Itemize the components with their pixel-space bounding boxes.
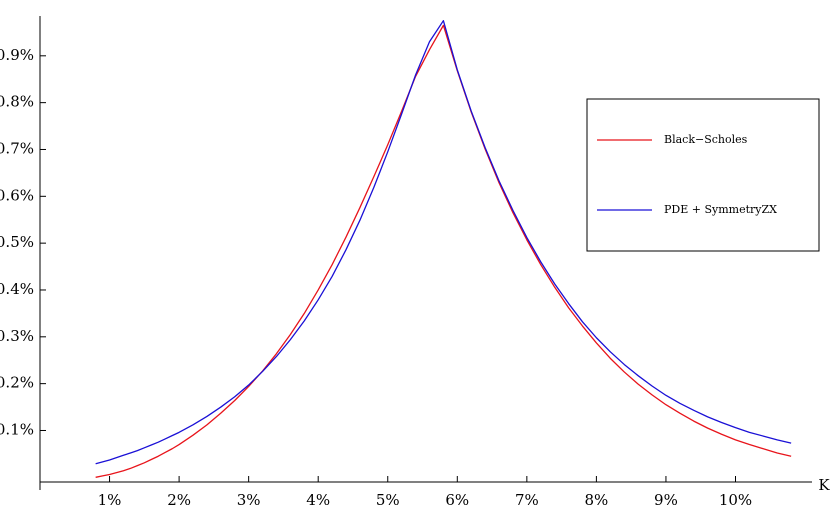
y-tick-label: 0.6% [0,186,34,204]
x-tick-label: 6% [445,491,469,509]
x-tick-label: 1% [98,491,122,509]
y-tick-label: 0.9% [0,46,34,64]
x-tick-label: 8% [584,491,608,509]
series-layer [95,20,792,478]
x-tick-label: 5% [376,491,400,509]
x-tick-label: 9% [654,491,678,509]
x-tick-label: 7% [515,491,539,509]
y-tick-label: 0.5% [0,233,34,251]
legend-box [586,98,820,252]
legend: Black−Scholes PDE + SymmetryZX [586,98,820,252]
x-tick-label: 4% [306,491,330,509]
legend-label-pde-symmetryzx: PDE + SymmetryZX [664,203,777,216]
y-tick-label: 0.4% [0,280,34,298]
legend-label-black-scholes: Black−Scholes [664,133,748,146]
x-tick-label: 10% [719,491,752,509]
y-tick-label: 0.7% [0,139,34,157]
series-line-pde-symmetryzx [95,20,792,465]
y-tick-label: 0.3% [0,327,34,345]
y-ticks: 0.1% 0.2% 0.3% 0.4% 0.5% 0.6% 0.7% 0.8% 0.9% [0,46,46,438]
series-line-black-scholes [95,24,792,478]
x-tick-label: 2% [167,491,191,509]
y-tick-label: 0.1% [0,420,34,438]
x-tick-label: 3% [237,491,261,509]
x-ticks: 1% 2% 3% 4% 5% 6% 7% 8% 9% 10% [98,476,752,509]
x-axis-title: K [818,476,830,494]
y-tick-label: 0.8% [0,93,34,111]
y-tick-label: 0.2% [0,374,34,392]
axes [39,16,812,490]
